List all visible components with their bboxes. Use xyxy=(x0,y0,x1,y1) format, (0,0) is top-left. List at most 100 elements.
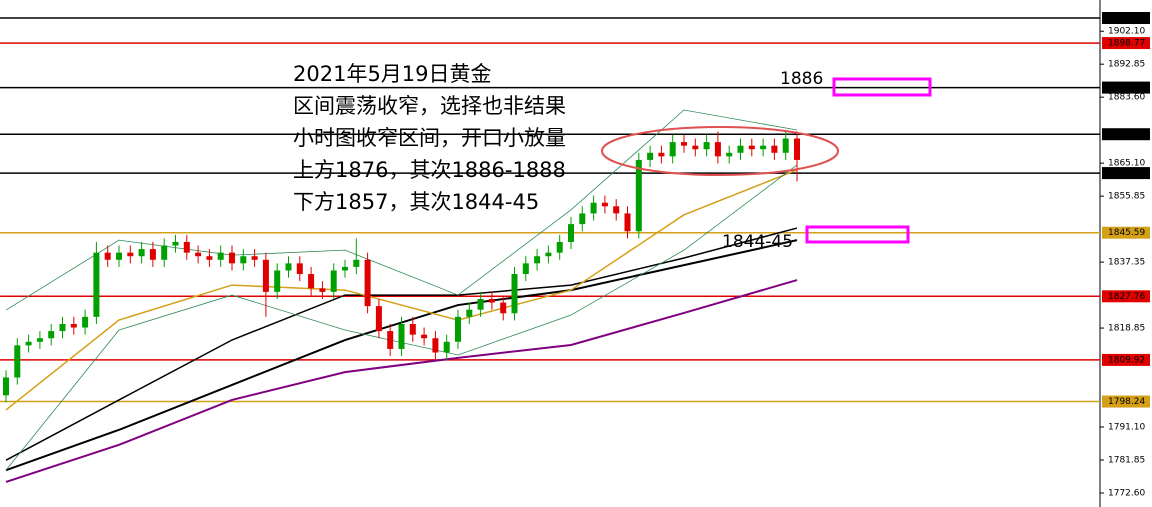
candle-body xyxy=(364,259,371,307)
candle-body xyxy=(70,323,77,328)
candle-body xyxy=(14,345,21,378)
candle-body xyxy=(477,299,484,310)
candle-body xyxy=(771,145,778,153)
candle-body xyxy=(522,263,529,275)
candle-body xyxy=(59,323,66,332)
candle-body xyxy=(172,241,179,246)
level-label: 1844-45 xyxy=(722,232,793,252)
candle-body xyxy=(195,252,202,257)
candle-body xyxy=(342,266,348,271)
indicator-line xyxy=(5,169,798,411)
candle-body xyxy=(161,245,168,260)
level-tag xyxy=(1102,226,1150,239)
annotation: 下方1857，其次1844-45 xyxy=(293,190,539,214)
candle-body xyxy=(138,249,145,257)
candle-body xyxy=(262,259,269,292)
level-tag xyxy=(1102,167,1150,180)
candle-body xyxy=(240,256,247,264)
y-tick-label: 1883.60 xyxy=(1108,93,1145,103)
candle-body xyxy=(36,338,43,342)
candle-body xyxy=(488,299,495,303)
range-ellipse xyxy=(601,126,839,176)
candle-body xyxy=(455,316,461,342)
candle-body xyxy=(104,252,111,260)
level-tag-label: 1827.76 xyxy=(1108,292,1145,302)
candle-body xyxy=(681,142,687,146)
candle-body xyxy=(534,256,541,264)
candle-body xyxy=(296,263,303,275)
candle-body xyxy=(579,213,586,225)
y-tick-label: 1855.85 xyxy=(1108,192,1145,202)
candle-body xyxy=(274,270,281,292)
level-tag-label: 1898.77 xyxy=(1108,39,1145,49)
candle-body xyxy=(737,145,744,153)
candle-body xyxy=(794,138,800,160)
y-tick-label: 1781.85 xyxy=(1108,456,1145,466)
candle-body xyxy=(330,270,337,292)
candle-body xyxy=(760,145,767,150)
level-tag-label: 1886.29 xyxy=(1108,83,1145,93)
target-box xyxy=(832,77,932,97)
candle-body xyxy=(669,142,676,157)
candle-body xyxy=(545,252,552,257)
level-tag xyxy=(1102,37,1150,50)
candle-body xyxy=(387,331,394,349)
y-tick-label: 1772.60 xyxy=(1108,488,1145,498)
candle-body xyxy=(82,316,89,328)
level-tag-label: 1809.92 xyxy=(1108,355,1145,365)
candle-body xyxy=(782,138,789,153)
candle-body xyxy=(206,256,213,260)
candle-body xyxy=(149,249,156,260)
y-tick-label: 1892.85 xyxy=(1108,60,1145,70)
candle-body xyxy=(3,377,9,396)
candle-body xyxy=(714,142,721,157)
candle-body xyxy=(116,252,122,260)
candle-body xyxy=(726,152,733,157)
annotation: 小时图收窄区间，开口小放量 xyxy=(293,126,566,150)
y-tick-label: 1818.85 xyxy=(1108,324,1145,334)
candle-body xyxy=(500,302,507,314)
y-tick-label: 1837.35 xyxy=(1108,258,1145,268)
candle-body xyxy=(443,341,450,353)
candle-body xyxy=(748,145,755,150)
y-tick-label: 1791.10 xyxy=(1108,423,1145,433)
indicator-line xyxy=(5,227,798,461)
candle-body xyxy=(375,306,382,332)
y-tick-label: 1865.10 xyxy=(1108,159,1145,169)
annotation: 区间震荡收窄，选择也非结果 xyxy=(293,94,566,118)
candle-body xyxy=(511,274,518,314)
candle-body xyxy=(658,152,665,157)
candle-body xyxy=(217,252,224,260)
candle-body xyxy=(229,252,235,264)
level-label: 1886 xyxy=(780,69,823,89)
indicator-line xyxy=(5,109,798,311)
candle-body xyxy=(251,256,258,260)
level-tag xyxy=(1102,128,1150,141)
candle-body xyxy=(353,259,360,267)
candle-body xyxy=(183,241,190,253)
candle-body xyxy=(93,252,100,317)
candle-body xyxy=(613,206,620,214)
candle-body xyxy=(127,252,134,257)
candle-body xyxy=(421,334,428,339)
candle-body xyxy=(285,263,292,271)
indicator-line xyxy=(5,279,798,483)
candle-body xyxy=(432,338,439,353)
level-tag xyxy=(1102,290,1150,303)
candle-body xyxy=(398,323,405,349)
candle-body xyxy=(319,288,326,292)
target-box xyxy=(805,225,910,244)
candle-body xyxy=(308,274,315,289)
level-tag xyxy=(1102,353,1150,366)
annotation: 上方1876，其次1886-1888 xyxy=(293,158,566,182)
candle-body xyxy=(692,145,699,150)
level-tag-label: 1905.80 xyxy=(1108,14,1145,24)
candle-body xyxy=(703,142,710,150)
candle-body xyxy=(25,341,32,346)
level-tag xyxy=(1102,81,1150,94)
candle-body xyxy=(590,202,597,214)
level-tag-label: 1845.59 xyxy=(1108,228,1145,238)
level-tag-label: 1798.24 xyxy=(1108,397,1145,407)
candle-body xyxy=(568,224,574,242)
